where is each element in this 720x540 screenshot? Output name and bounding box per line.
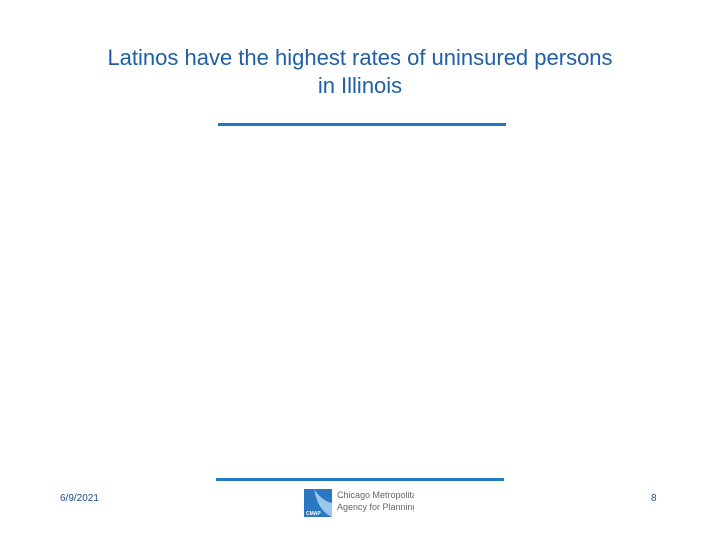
page-number: 8	[651, 493, 657, 504]
logo: CMAP Chicago Metropolitan Agency for Pla…	[304, 489, 414, 517]
logo-swoosh	[314, 489, 332, 517]
slide-date: 6/9/2021	[60, 493, 99, 504]
logo-acronym: CMAP	[306, 511, 321, 517]
top-rule	[218, 123, 506, 126]
slide-title: Latinos have the highest rates of uninsu…	[107, 45, 613, 98]
bottom-rule	[216, 478, 504, 481]
logo-line: Chicago Metropolitan	[337, 490, 414, 500]
logo-line: Agency for Planning	[337, 502, 414, 512]
